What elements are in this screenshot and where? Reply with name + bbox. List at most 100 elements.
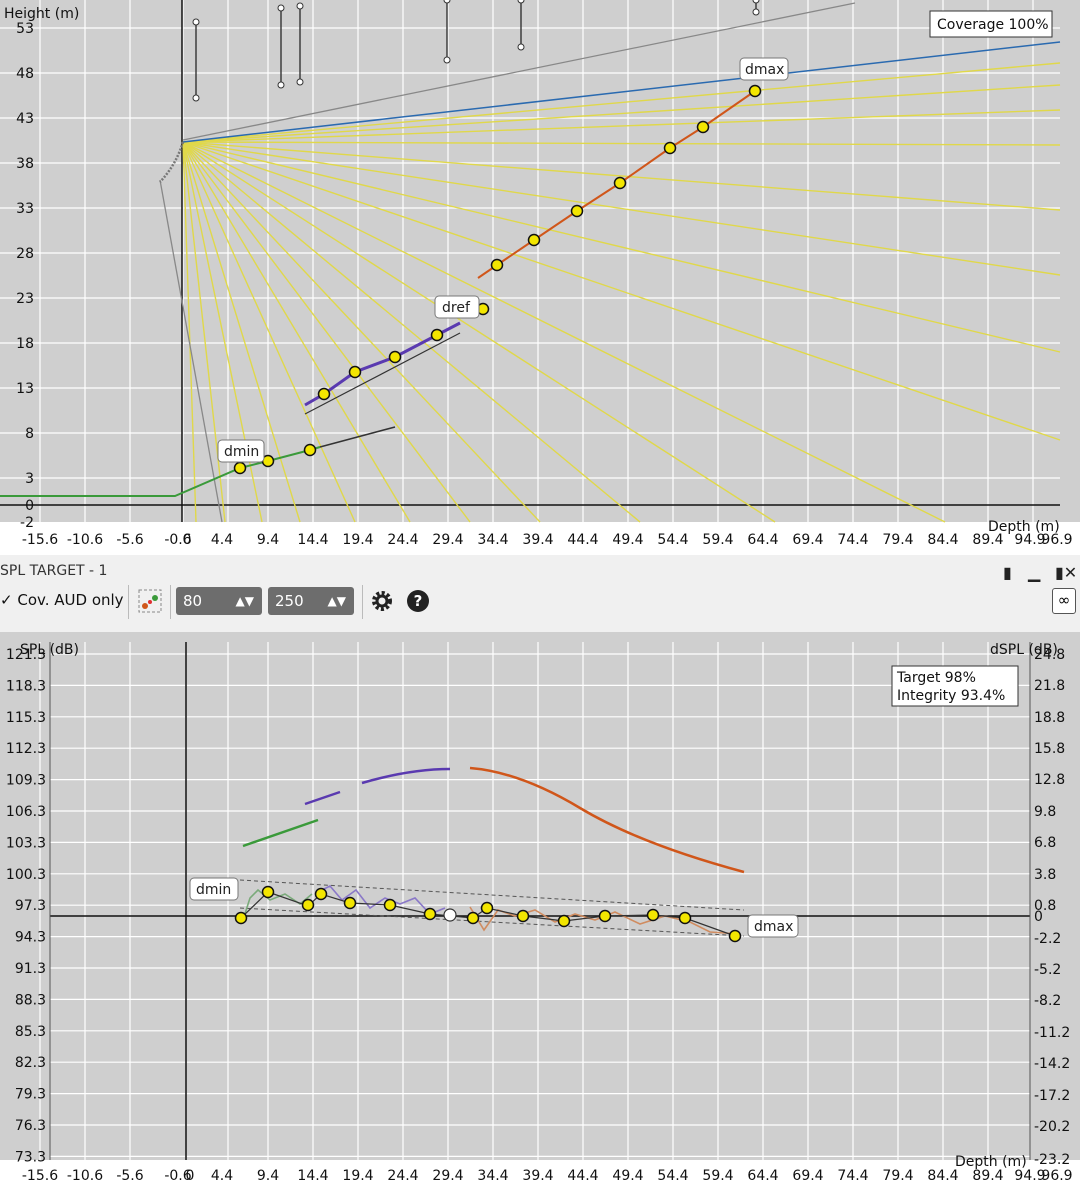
x-tick-label: 54.4 <box>657 532 688 548</box>
target-point <box>728 929 742 943</box>
x-tick-label: 49.4 <box>612 1168 643 1184</box>
y-tick-label: 103.3 <box>6 835 46 851</box>
x-tick-label: 96.9 <box>1041 532 1072 548</box>
minimize-icon[interactable]: ▁ <box>1028 563 1041 582</box>
coverage-ray <box>182 141 1061 146</box>
gray-section <box>304 332 461 415</box>
plot-background <box>0 0 1080 522</box>
target-point <box>423 907 437 921</box>
dmin-marker[interactable]: dmin <box>189 877 239 901</box>
y-tick-label: 28 <box>16 246 34 262</box>
target-point <box>678 911 692 925</box>
y-tick-label: -23.2 <box>1034 1152 1070 1168</box>
link-icon[interactable]: ∞ <box>1052 588 1076 614</box>
spl-target-toolbar: SPL TARGET - 1 ▮ ▁ ▮✕ ✓ Cov. AUD only 80… <box>0 555 1080 632</box>
y-tick-label: 118.3 <box>6 678 46 694</box>
y-tick-label: 82.3 <box>15 1055 46 1071</box>
panel-title: SPL TARGET - 1 <box>0 563 108 579</box>
coverage-ray <box>182 141 197 523</box>
rig-point <box>752 8 760 16</box>
x-tick-label: 19.4 <box>342 1168 373 1184</box>
x-tick-label: 89.4 <box>972 1168 1003 1184</box>
x-tick-label: 79.4 <box>882 1168 913 1184</box>
dref-marker[interactable]: dref <box>434 295 480 319</box>
x-tick-label: 89.4 <box>972 532 1003 548</box>
x-axis-ticks: -15.6 -10.6 -5.6 -0.60 4.4 9.4 14.4 19.4 24.4 29.… <box>22 1168 1073 1184</box>
dmax-marker[interactable]: dmax <box>747 914 799 938</box>
help-icon[interactable]: ? <box>405 588 431 614</box>
spl-target-points[interactable] <box>234 885 742 943</box>
coverage-badge: Coverage 100% <box>929 10 1053 38</box>
purple-measured <box>317 885 446 915</box>
rig-point <box>443 0 451 4</box>
coverage-ray <box>182 141 541 523</box>
y-tick-label: 18 <box>16 336 34 352</box>
target-point <box>314 887 328 901</box>
x-tick-label: 94.9 <box>1014 1168 1045 1184</box>
y-tick-label: 24.8 <box>1034 647 1065 663</box>
y-tick-label: 23 <box>16 291 34 307</box>
x-tick-label: 84.4 <box>927 532 958 548</box>
svg-text:dmin: dmin <box>224 444 259 460</box>
gray-section <box>319 426 396 448</box>
x-tick-label: 74.4 <box>837 532 868 548</box>
top-ray-line <box>182 41 1061 143</box>
tolerance-band <box>239 879 745 911</box>
target-point <box>613 176 627 190</box>
purple-curve <box>304 767 451 806</box>
grid <box>39 642 1031 1160</box>
y-axis-ticks: 53 48 43 38 33 28 23 18 13 8 3 0-2 <box>16 21 34 531</box>
y-tick-label: -8.2 <box>1034 993 1061 1009</box>
y-tick-label: 3.8 <box>1034 867 1056 883</box>
max-frequency-stepper[interactable]: 250 ▲▼ <box>268 587 354 615</box>
cov-aud-only-checkbox[interactable]: ✓ Cov. AUD only <box>0 591 124 609</box>
pin-icon[interactable]: ▮ <box>1003 563 1012 582</box>
rig-point <box>192 94 200 102</box>
dmin-marker[interactable]: dmin <box>217 439 265 463</box>
x-tick-label: 44.4 <box>567 532 598 548</box>
coverage-ray <box>182 84 1061 143</box>
upper-limit-line <box>182 2 856 141</box>
coverage-ray <box>182 141 946 523</box>
y-tick-label: 9.8 <box>1034 804 1056 820</box>
x-tick-label: 64.4 <box>747 532 778 548</box>
y-tick-label: 0 <box>1034 909 1043 925</box>
y-tick-label: 76.3 <box>15 1118 46 1134</box>
coverage-ray <box>182 141 471 523</box>
x-tick-label: -15.6 <box>22 532 58 548</box>
target-point <box>261 885 275 899</box>
gear-icon[interactable] <box>369 588 395 614</box>
y-tick-label: -17.2 <box>1034 1088 1070 1104</box>
y-tick-label: -20.2 <box>1034 1119 1070 1135</box>
x-tick-label: -5.6 <box>116 1168 143 1184</box>
x-tick-label: -10.6 <box>67 532 103 548</box>
rig-point <box>517 0 525 4</box>
target-point <box>343 896 357 910</box>
target-points[interactable] <box>233 84 762 475</box>
svg-text:?: ? <box>414 592 423 610</box>
x-tick-label: 59.4 <box>702 1168 733 1184</box>
coverage-ray <box>182 109 1061 143</box>
close-icon[interactable]: ▮✕ <box>1055 563 1078 582</box>
target-point <box>527 233 541 247</box>
target-tool-icon[interactable] <box>137 588 163 614</box>
x-tick-label: 84.4 <box>927 1168 958 1184</box>
target-point <box>430 328 444 342</box>
svg-text:dmin: dmin <box>196 882 231 898</box>
spl-plot[interactable]: 121.3 118.3 115.3 112.3 109.3 106.3 103.3 100.3… <box>0 632 1080 1185</box>
min-frequency-stepper[interactable]: 80 ▲▼ <box>176 587 262 615</box>
y-tick-label: 112.3 <box>6 741 46 757</box>
svg-text:dmax: dmax <box>745 62 784 78</box>
coverage-ray <box>182 141 1061 211</box>
y-tick-label: 85.3 <box>15 1024 46 1040</box>
x-axis-label: Depth (m) <box>955 1154 1027 1170</box>
y-tick-label: 91.3 <box>15 961 46 977</box>
x-tick-label: 34.4 <box>477 532 508 548</box>
rig-point <box>752 0 760 4</box>
y-tick-label: 115.3 <box>6 710 46 726</box>
dmax-marker[interactable]: dmax <box>739 57 789 81</box>
x-tick-label: 4.4 <box>211 1168 233 1184</box>
target-point <box>696 120 710 134</box>
y-tick-label: 33 <box>16 201 34 217</box>
